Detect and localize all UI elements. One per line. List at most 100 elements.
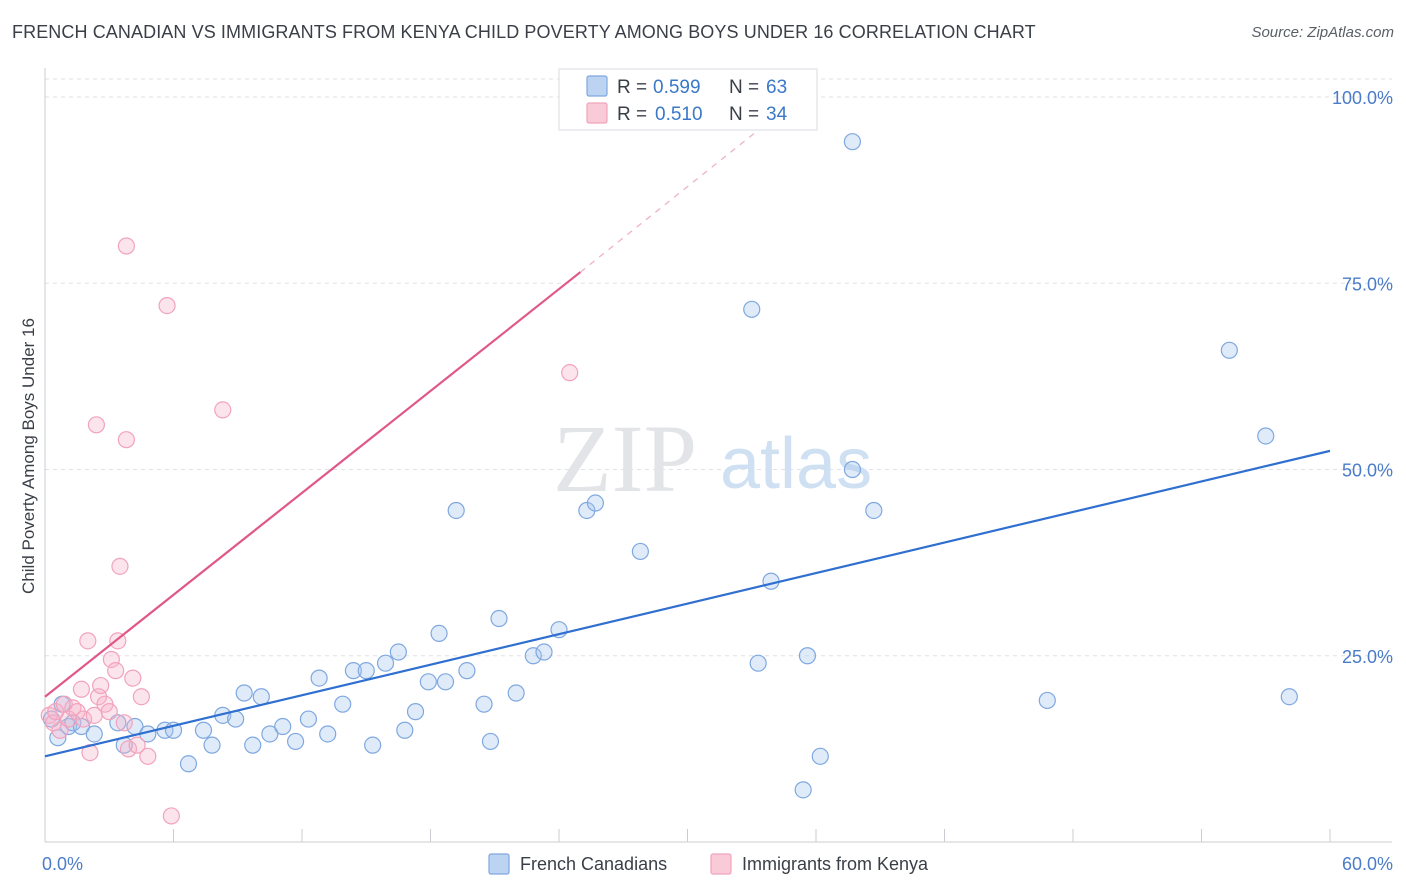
legend-n-value-1: 34 xyxy=(766,104,788,125)
french-canadians-point-58 xyxy=(865,501,883,520)
french-canadians-point-40 xyxy=(475,695,493,713)
kenya-point-25 xyxy=(132,688,150,706)
french-canadians-point-30 xyxy=(364,736,382,754)
french-canadians-point-19 xyxy=(244,736,262,754)
french-canadians-point-61 xyxy=(1257,427,1275,445)
french-canadians-point-59 xyxy=(1038,691,1056,710)
legend-swatch-french-canadians xyxy=(586,75,608,97)
kenya-point-20 xyxy=(111,557,129,575)
french-canadians-point-26 xyxy=(319,725,337,743)
french-canadians-point-37 xyxy=(436,673,455,691)
y-tick-label-1: 50.0% xyxy=(1342,461,1393,481)
french-canadians-point-27 xyxy=(334,695,352,713)
french-canadians-point-33 xyxy=(396,721,414,739)
legend-r-value-1: 0.510 xyxy=(655,104,703,125)
french-canadians-point-53 xyxy=(794,781,812,799)
french-canadians-point-34 xyxy=(406,703,425,721)
french-canadians-point-57 xyxy=(843,133,862,151)
french-canadians-point-14 xyxy=(194,721,213,739)
series-legend: French Canadians Immigrants from Kenya xyxy=(488,853,929,875)
kenya-point-28 xyxy=(117,431,135,449)
french-canadians-point-56 xyxy=(843,460,862,479)
series-french-canadians-points xyxy=(42,133,1298,799)
kenya-point-24 xyxy=(128,736,146,754)
x-tick-label-1: 60.0% xyxy=(1342,854,1393,874)
french-canadians-point-49 xyxy=(631,542,649,561)
french-canadians-point-54 xyxy=(798,647,817,665)
french-canadians-point-32 xyxy=(389,643,407,661)
french-canadians-point-23 xyxy=(286,732,305,751)
legend-swatch-kenya xyxy=(586,102,608,124)
kenya-point-29 xyxy=(117,237,135,255)
kenya-point-33 xyxy=(162,807,180,825)
french-canadians-point-39 xyxy=(458,662,476,680)
bottom-legend-swatch-kenya xyxy=(710,853,732,875)
french-canadians-point-48 xyxy=(586,494,605,512)
kenya-point-23 xyxy=(124,669,142,687)
kenya-point-10 xyxy=(79,632,97,650)
french-canadians-point-29 xyxy=(357,662,375,680)
french-canadians-point-22 xyxy=(274,717,292,736)
french-canadians-point-44 xyxy=(524,647,542,665)
french-canadians-point-35 xyxy=(419,673,437,691)
x-tick-labels: 0.0% 60.0% xyxy=(42,854,1393,874)
kenya-point-30 xyxy=(158,297,176,315)
watermark-zip: ZIP xyxy=(553,405,697,512)
french-canadians-point-60 xyxy=(1220,341,1238,359)
kenya-point-14 xyxy=(92,676,110,695)
bottom-legend-label-french-canadians: French Canadians xyxy=(520,854,667,874)
french-canadians-point-20 xyxy=(252,688,270,706)
kenya-point-16 xyxy=(100,703,118,721)
axes xyxy=(44,68,1392,843)
kenya-point-27 xyxy=(87,416,106,434)
legend-n-value-0: 63 xyxy=(766,77,787,98)
x-tick-label-0: 0.0% xyxy=(42,854,83,874)
stats-legend: R = 0.599 N = 63 R = 0.510 N = 34 xyxy=(558,68,818,131)
french-canadians-point-36 xyxy=(430,624,448,643)
watermark: ZIP atlas xyxy=(553,405,872,512)
y-tick-label-2: 75.0% xyxy=(1342,274,1393,294)
french-canadians-point-24 xyxy=(299,710,318,728)
legend-n-label-1: N = xyxy=(729,104,759,125)
french-canadians-point-25 xyxy=(310,669,328,687)
kenya-point-17 xyxy=(102,650,120,669)
legend-r-label-0: R = xyxy=(617,77,647,98)
y-tick-label-0: 25.0% xyxy=(1342,647,1393,667)
kenya-point-18 xyxy=(107,662,125,680)
french-canadians-point-62 xyxy=(1280,688,1298,706)
kenya-point-31 xyxy=(214,401,232,419)
french-canadians-point-31 xyxy=(376,654,395,672)
french-canadians-point-50 xyxy=(743,300,761,318)
kenya-trend-line xyxy=(44,271,582,698)
bottom-legend-swatch-french-canadians xyxy=(488,853,510,875)
legend-n-label-0: N = xyxy=(729,77,759,98)
chart-title: FRENCH CANADIAN VS IMMIGRANTS FROM KENYA… xyxy=(12,22,1036,42)
kenya-point-22 xyxy=(119,740,138,758)
french-canadians-point-13 xyxy=(179,755,198,773)
kenya-trend-extension xyxy=(580,126,763,273)
french-canadians-trend-line xyxy=(44,449,1331,758)
french-canadians-point-52 xyxy=(762,572,780,590)
trend-lines xyxy=(44,126,1331,758)
french-canadians-point-38 xyxy=(447,501,465,520)
y-axis-label: Child Poverty Among Boys Under 16 xyxy=(19,318,38,594)
french-canadians-point-28 xyxy=(344,662,362,680)
kenya-point-21 xyxy=(115,714,133,732)
french-canadians-point-41 xyxy=(481,732,500,751)
source-label: Source: ZipAtlas.com xyxy=(1251,24,1394,41)
kenya-point-26 xyxy=(139,747,157,765)
kenya-point-32 xyxy=(561,364,579,382)
y-tick-label-3: 100.0% xyxy=(1332,88,1393,108)
french-canadians-point-55 xyxy=(811,747,829,765)
legend-r-label-1: R = xyxy=(617,104,647,125)
kenya-point-9 xyxy=(74,710,93,728)
french-canadians-point-6 xyxy=(85,725,103,743)
bottom-legend-label-kenya: Immigrants from Kenya xyxy=(742,854,929,874)
kenya-point-8 xyxy=(72,680,91,698)
french-canadians-point-15 xyxy=(203,736,221,754)
french-canadians-point-42 xyxy=(490,609,508,628)
legend-r-value-0: 0.599 xyxy=(653,77,701,98)
series-kenya-points xyxy=(40,237,579,825)
y-tick-labels: 25.0% 50.0% 75.0% 100.0% xyxy=(1332,88,1393,667)
